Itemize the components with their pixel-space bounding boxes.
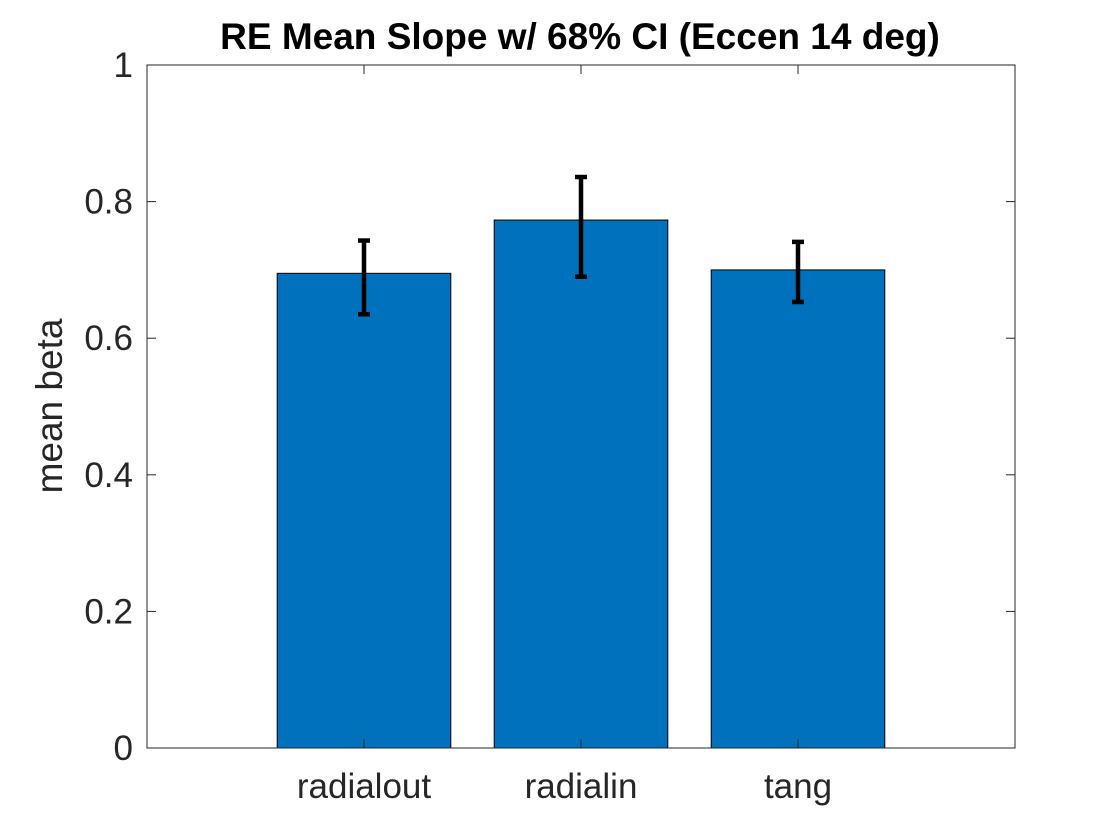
bar-radialout	[276, 272, 452, 749]
x-tick-label-tang: tang	[764, 767, 832, 806]
chart-title: RE Mean Slope w/ 68% CI (Eccen 14 deg)	[220, 16, 940, 57]
bar-radialin	[493, 219, 669, 749]
y-tick-label: 0.2	[84, 592, 133, 631]
plot-area: 0 0.2 0.4 0.6 0.8 1 radialout radialin tang	[84, 46, 1016, 806]
y-tick-label: 0	[114, 729, 133, 768]
y-axis-label: mean beta	[29, 318, 70, 493]
x-tick-label-radialin: radialin	[525, 767, 638, 806]
bar-tang	[710, 269, 886, 749]
y-tick-label: 1	[114, 46, 133, 85]
x-tick-label-radialout: radialout	[297, 767, 432, 806]
y-tick-label: 0.8	[84, 183, 133, 222]
y-tick-label: 0.4	[84, 456, 133, 495]
y-tick-label: 0.6	[84, 319, 133, 358]
